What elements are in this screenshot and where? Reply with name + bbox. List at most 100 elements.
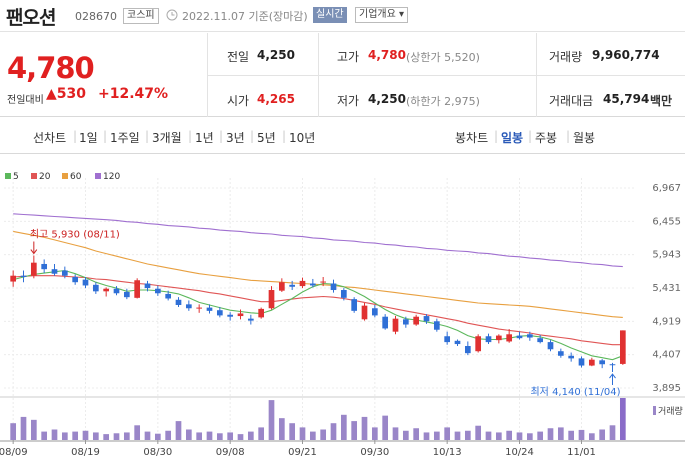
open-label: 시가 <box>227 94 250 108</box>
candle <box>454 339 461 347</box>
volume-bar <box>351 421 358 440</box>
legend-ma20: 20 <box>31 172 50 182</box>
candle-body <box>51 269 58 274</box>
trade-value: 45,794 <box>603 92 650 106</box>
y-tick-label: 5,943 <box>652 250 681 261</box>
volume-bar <box>144 431 151 440</box>
candle <box>278 278 285 292</box>
open-value: 4,265 <box>257 92 295 106</box>
candle-body <box>30 262 37 276</box>
company-info-button[interactable]: 기업개요 ▾ <box>355 7 408 23</box>
candle <box>123 288 130 300</box>
trade-value-unit: 백만 <box>650 94 673 108</box>
x-tick-label: 11/01 <box>567 447 596 456</box>
x-tick-label: 08/30 <box>143 447 172 456</box>
candle <box>320 276 327 287</box>
high-value: 4,780 <box>368 48 406 62</box>
legend-swatch <box>95 173 101 179</box>
separator: | <box>250 129 255 143</box>
volume-bar <box>537 431 544 440</box>
volume-bar <box>444 427 451 440</box>
candle-body <box>619 330 626 364</box>
y-tick-label: 6,455 <box>652 216 681 227</box>
volume-bar <box>154 433 161 440</box>
volume-bar <box>506 430 513 440</box>
candle <box>113 286 120 296</box>
candle <box>30 255 37 279</box>
y-tick-label: 3,895 <box>652 383 681 394</box>
x-tick-label: 10/13 <box>433 447 462 456</box>
volume-bar <box>392 427 399 440</box>
volume-bar <box>41 431 48 440</box>
x-tick-label: 10/24 <box>505 447 534 456</box>
candle <box>568 352 575 362</box>
low-annotation: 최저 4,140 (11/04) <box>530 386 620 398</box>
candle <box>41 259 48 274</box>
candle-body <box>475 336 482 352</box>
realtime-button[interactable]: 실시간 <box>313 7 347 23</box>
candle <box>402 316 409 328</box>
candle-body <box>185 304 192 309</box>
volume-bar <box>61 432 68 440</box>
candle-body <box>423 316 430 322</box>
candle <box>578 356 585 368</box>
candle <box>175 297 182 307</box>
candle-body <box>382 316 389 329</box>
tab-period-1y[interactable]: 1년 <box>195 131 214 145</box>
candle-body <box>351 299 358 311</box>
change-value: ▲530 <box>46 86 86 102</box>
volume-bar <box>402 430 409 440</box>
candle <box>309 278 316 288</box>
candle-body <box>402 319 409 325</box>
tab-period-1d[interactable]: 1일 <box>79 131 98 145</box>
candle-body <box>599 360 606 365</box>
high-label: 고가 <box>337 50 360 64</box>
candle-body <box>113 288 120 294</box>
candle <box>10 270 17 287</box>
candle-body <box>258 308 265 318</box>
volume-bar <box>588 433 595 440</box>
candle-body <box>371 308 378 316</box>
ma60-line <box>13 230 623 318</box>
candle-body <box>454 340 461 345</box>
volume-bar <box>165 430 172 440</box>
y-tick-label: 5,431 <box>652 283 681 294</box>
tab-period-3y[interactable]: 3년 <box>226 131 245 145</box>
legend-swatch <box>31 173 37 179</box>
candle <box>392 316 399 335</box>
candle <box>382 314 389 330</box>
chart-period-tabs: 선차트 | 1일 | 1주일 | 3개월 | 1년 | 3년 | 5년 | 10… <box>0 117 685 154</box>
volume-bar <box>82 430 89 440</box>
candle-body <box>216 310 223 316</box>
candle-body <box>330 283 337 291</box>
tab-candle-weekly[interactable]: 주봉 <box>535 131 558 145</box>
candle-body <box>92 284 99 292</box>
volume-bar <box>196 432 203 440</box>
legend-ma60: 60 <box>62 172 81 182</box>
volume-bar <box>10 423 17 440</box>
candle-body <box>278 282 285 291</box>
volume-bar <box>320 429 327 440</box>
volume-bar <box>475 425 482 440</box>
candle <box>206 304 213 314</box>
candle <box>361 303 368 321</box>
tab-period-10y[interactable]: 10년 <box>289 131 316 145</box>
candle <box>196 304 203 313</box>
tab-period-3m[interactable]: 3개월 <box>152 131 182 145</box>
candle-body <box>289 284 296 287</box>
candle <box>51 263 58 276</box>
high-annotation: 최고 5,930 (08/11) <box>30 229 120 241</box>
tab-candle-monthly[interactable]: 월봉 <box>573 131 596 145</box>
quote-date: 2022.11.07 기준(장마감) <box>182 10 308 23</box>
tab-period-1w[interactable]: 1주일 <box>110 131 140 145</box>
candle-body <box>506 334 513 342</box>
volume-bar <box>619 398 626 440</box>
ma120-line <box>13 213 623 268</box>
tab-period-5y[interactable]: 5년 <box>257 131 276 145</box>
volume-legend-swatch <box>653 406 656 415</box>
candle <box>423 314 430 324</box>
volume-bar <box>175 421 182 440</box>
candle-body <box>237 313 244 317</box>
tab-candle-daily[interactable]: 일봉 <box>501 131 524 145</box>
volume-bar <box>330 423 337 440</box>
